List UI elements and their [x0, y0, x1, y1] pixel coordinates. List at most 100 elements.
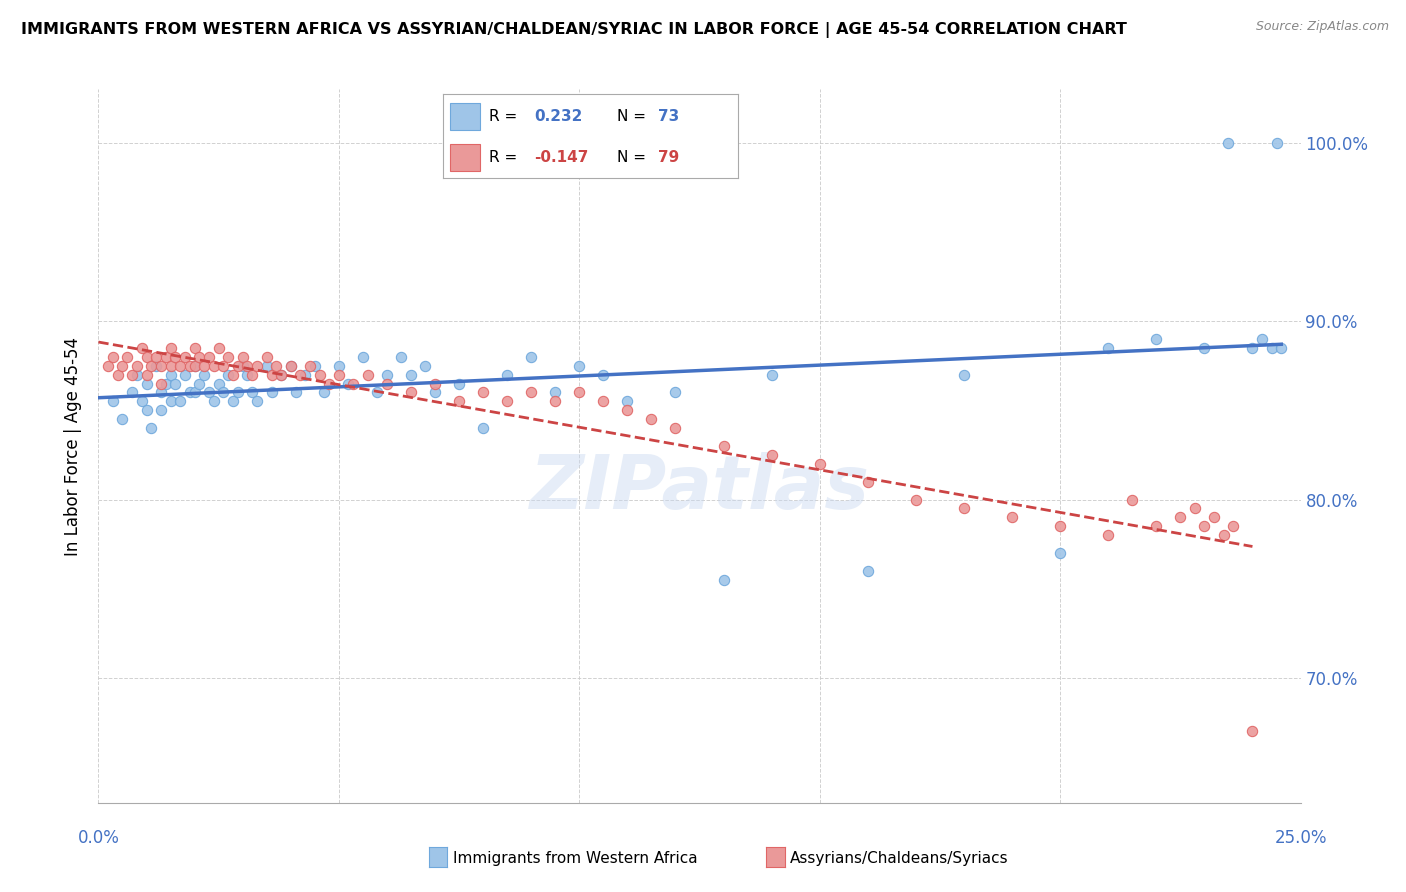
- Point: [208, 341, 231, 355]
- Point: [1001, 510, 1024, 524]
- Point: [1265, 136, 1288, 150]
- Point: [1144, 332, 1167, 346]
- Point: [953, 368, 976, 382]
- Text: 25.0%: 25.0%: [1274, 829, 1327, 847]
- Point: [111, 359, 134, 373]
- Point: [232, 350, 254, 364]
- Point: [314, 385, 336, 400]
- Text: R =: R =: [489, 109, 517, 124]
- Point: [616, 403, 638, 417]
- Point: [664, 421, 686, 435]
- Point: [135, 403, 157, 417]
- Point: [1194, 341, 1216, 355]
- Point: [174, 350, 197, 364]
- Y-axis label: In Labor Force | Age 45-54: In Labor Force | Age 45-54: [65, 336, 83, 556]
- Point: [544, 385, 567, 400]
- Point: [240, 385, 263, 400]
- Point: [208, 376, 231, 391]
- Point: [121, 368, 143, 382]
- Text: N =: N =: [617, 109, 647, 124]
- FancyBboxPatch shape: [450, 103, 479, 130]
- Point: [1194, 519, 1216, 533]
- Point: [713, 573, 735, 587]
- Point: [169, 394, 191, 409]
- Point: [193, 368, 215, 382]
- Point: [1184, 501, 1206, 516]
- Point: [568, 359, 591, 373]
- Point: [472, 385, 495, 400]
- Point: [125, 368, 148, 382]
- FancyBboxPatch shape: [450, 144, 479, 170]
- Point: [159, 359, 181, 373]
- Point: [1170, 510, 1192, 524]
- Point: [222, 368, 245, 382]
- Text: 0.232: 0.232: [534, 109, 583, 124]
- Point: [198, 385, 221, 400]
- Point: [202, 394, 225, 409]
- Point: [236, 359, 259, 373]
- Point: [337, 376, 360, 391]
- Text: Assyrians/Chaldeans/Syriacs: Assyrians/Chaldeans/Syriacs: [790, 852, 1008, 866]
- Point: [232, 359, 254, 373]
- Point: [155, 350, 177, 364]
- Point: [183, 341, 205, 355]
- Point: [179, 359, 201, 373]
- Point: [217, 368, 239, 382]
- Point: [131, 394, 153, 409]
- Point: [520, 385, 543, 400]
- Point: [856, 475, 879, 489]
- Point: [1049, 519, 1071, 533]
- Point: [149, 403, 172, 417]
- Point: [212, 359, 235, 373]
- Point: [375, 376, 398, 391]
- Point: [1241, 724, 1264, 739]
- Point: [149, 376, 172, 391]
- Point: [260, 368, 283, 382]
- Point: [135, 368, 157, 382]
- Point: [198, 350, 221, 364]
- Point: [308, 368, 330, 382]
- Point: [856, 564, 879, 578]
- Text: 0.0%: 0.0%: [77, 829, 120, 847]
- Point: [342, 376, 364, 391]
- Point: [256, 359, 278, 373]
- Point: [193, 359, 215, 373]
- Text: ZIPatlas: ZIPatlas: [530, 452, 869, 525]
- Point: [592, 394, 614, 409]
- Point: [141, 359, 163, 373]
- Point: [159, 394, 181, 409]
- Point: [260, 385, 283, 400]
- Point: [423, 385, 446, 400]
- Point: [174, 368, 197, 382]
- Point: [246, 394, 269, 409]
- Point: [183, 359, 205, 373]
- Point: [1260, 341, 1282, 355]
- Point: [141, 421, 163, 435]
- Point: [240, 368, 263, 382]
- Point: [222, 394, 245, 409]
- Point: [290, 368, 312, 382]
- Point: [318, 376, 340, 391]
- Point: [284, 385, 307, 400]
- Point: [713, 439, 735, 453]
- Point: [280, 359, 302, 373]
- Text: Immigrants from Western Africa: Immigrants from Western Africa: [453, 852, 697, 866]
- Point: [640, 412, 662, 426]
- Point: [298, 359, 321, 373]
- Point: [169, 359, 191, 373]
- Point: [544, 394, 567, 409]
- Point: [399, 368, 422, 382]
- Point: [101, 350, 124, 364]
- Point: [761, 448, 783, 462]
- Point: [294, 368, 316, 382]
- Point: [1144, 519, 1167, 533]
- Point: [1241, 341, 1264, 355]
- Text: -0.147: -0.147: [534, 150, 589, 165]
- Point: [1202, 510, 1225, 524]
- Point: [447, 394, 470, 409]
- Point: [616, 394, 638, 409]
- Point: [808, 457, 831, 471]
- Point: [328, 368, 350, 382]
- Point: [159, 368, 181, 382]
- Point: [135, 376, 157, 391]
